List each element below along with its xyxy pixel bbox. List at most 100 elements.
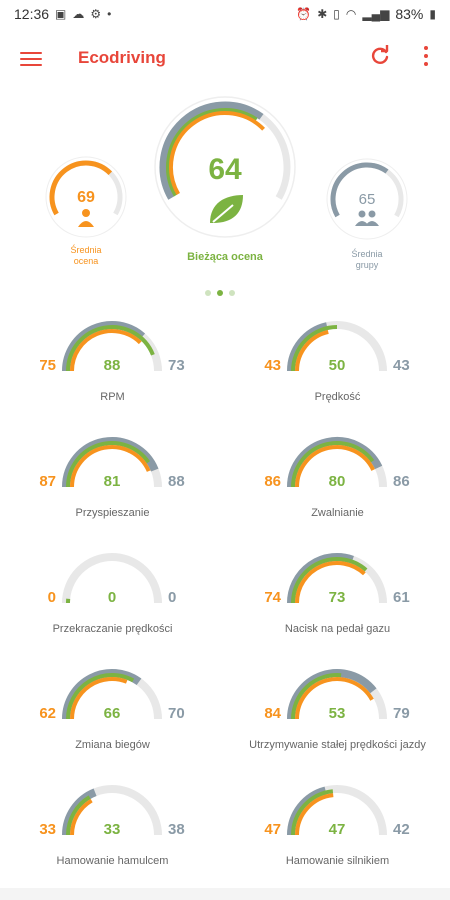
- metric-current-value: 50: [328, 357, 346, 374]
- metric-label: Utrzymywanie stałej prędkości jazdy: [249, 739, 426, 751]
- refresh-button[interactable]: [368, 44, 392, 68]
- alarm-icon: ⏰: [296, 7, 312, 21]
- metric-current-value: 73: [328, 589, 346, 606]
- metric-group-value: 79: [393, 705, 410, 722]
- metric-card[interactable]: 75 88 73 RPM: [0, 315, 225, 431]
- metric-label: Zmiana biegów: [75, 739, 150, 751]
- metric-label: Hamowanie hamulcem: [56, 855, 169, 867]
- metric-gauge: [287, 321, 387, 372]
- metric-card[interactable]: 84 53 79 Utrzymywanie stałej prędkości jazd…: [225, 663, 450, 779]
- gauge-current-arc: [291, 557, 368, 604]
- metric-label: Prędkość: [314, 391, 361, 403]
- current-score-label: Bieżąca ocena: [187, 251, 263, 263]
- battery-percent: 83%: [395, 6, 424, 22]
- gauge-current-arc: [66, 325, 155, 372]
- metric-gauge: [287, 785, 387, 836]
- battery-icon: ▮: [429, 7, 436, 21]
- gauge-track: [62, 553, 162, 604]
- metric-current-value: 88: [103, 357, 121, 374]
- metric-card[interactable]: 62 66 70 Zmiana biegów: [0, 663, 225, 779]
- metric-label: RPM: [100, 391, 125, 403]
- metric-current-value: 47: [328, 821, 346, 838]
- metric-card[interactable]: 47 47 42 Hamowanie silnikiem: [225, 779, 450, 895]
- refresh-icon: [371, 45, 389, 64]
- group-score-label: Średnia grupy: [351, 249, 383, 270]
- gauge-current-arc: [66, 441, 151, 488]
- app-bar: Ecodriving: [0, 36, 450, 80]
- current-score-gauge: 64: [154, 96, 296, 238]
- metric-label: Zwalnianie: [311, 507, 364, 519]
- group-icon: [355, 210, 379, 226]
- metric-card[interactable]: 86 80 86 Zwalnianie: [225, 431, 450, 547]
- metric-gauge: [287, 669, 387, 720]
- notification-dot-icon: •: [107, 7, 112, 21]
- metric-average-value: 75: [39, 357, 56, 374]
- signal-icon: ▂▄▆: [362, 7, 390, 21]
- gauge-average-arc: [70, 798, 93, 836]
- metric-group-value: 61: [393, 589, 410, 606]
- average-score-gauge: 69: [45, 156, 127, 238]
- metric-average-value: 86: [264, 473, 281, 490]
- metric-group-value: 70: [168, 705, 185, 722]
- bluetooth-icon: ✱: [317, 7, 328, 21]
- metric-gauge: [62, 785, 162, 836]
- metric-average-value: 47: [264, 821, 281, 838]
- gauge-current-arc: [291, 441, 375, 488]
- app-title: Ecodriving: [78, 48, 166, 67]
- metric-card[interactable]: 74 73 61 Nacisk na pedał gazu: [225, 547, 450, 663]
- metric-gauge: [287, 553, 387, 604]
- metric-average-value: 62: [39, 705, 56, 722]
- metric-group-value: 86: [393, 473, 410, 490]
- menu-button[interactable]: [20, 48, 42, 66]
- image-icon: ▣: [55, 7, 67, 21]
- metric-current-value: 81: [103, 473, 121, 490]
- gauge-average-arc: [295, 793, 334, 836]
- page-dot-1[interactable]: [205, 290, 211, 296]
- metric-average-value: 43: [264, 357, 281, 374]
- metric-label: Hamowanie silnikiem: [285, 855, 390, 867]
- status-bar: 12:36 ▣ ☁ ⚙ • ⏰ ✱ ▯ ◠ ▂▄▆ 83% ▮: [0, 0, 450, 28]
- metric-card[interactable]: 33 33 38 Hamowanie hamulcem: [0, 779, 225, 895]
- metric-average-value: 87: [39, 473, 56, 490]
- group-score-value: 65: [359, 191, 376, 208]
- metric-label: Przekraczanie prędkości: [52, 623, 173, 635]
- menu-icon: [20, 52, 42, 54]
- page-indicator: [205, 290, 245, 300]
- gauge-average-arc: [70, 329, 142, 372]
- metric-gauge: [62, 669, 162, 720]
- metric-current-value: 0: [107, 589, 117, 606]
- current-score-value: 64: [208, 153, 242, 186]
- more-options-button[interactable]: [418, 46, 434, 70]
- metric-label: Przyspieszanie: [75, 507, 150, 519]
- metric-group-value: 43: [393, 357, 410, 374]
- gauge-current-arc: [291, 325, 338, 372]
- metric-card[interactable]: 43 50 43 Prędkość: [225, 315, 450, 431]
- metric-gauge: [287, 437, 387, 488]
- metric-card[interactable]: 0 0 0 Przekraczanie prędkości: [0, 547, 225, 663]
- cloud-icon: ☁: [72, 7, 85, 21]
- metric-card[interactable]: 87 81 88 Przyspieszanie: [0, 431, 225, 547]
- vibrate-icon: ▯: [333, 7, 340, 21]
- metric-current-value: 80: [328, 473, 346, 490]
- gauge-average-arc: [295, 677, 374, 720]
- gauge-current-arc: [291, 673, 342, 720]
- gauge-current-arc: [291, 789, 334, 836]
- page-dot-3[interactable]: [229, 290, 235, 296]
- gauge-average-arc: [295, 445, 375, 488]
- metric-label: Nacisk na pedał gazu: [284, 623, 391, 635]
- wifi-icon: ◠: [345, 7, 357, 21]
- gauge-current-arc: [66, 795, 91, 836]
- metric-group-value: 42: [393, 821, 410, 838]
- metric-group-value: 38: [168, 821, 185, 838]
- status-time: 12:36: [14, 6, 50, 22]
- metric-group-value: 88: [168, 473, 185, 490]
- metric-group-value: 0: [168, 589, 177, 606]
- page-dot-2[interactable]: [217, 290, 223, 296]
- metric-average-value: 74: [264, 589, 281, 606]
- average-score-label: Średnia ocena: [70, 245, 102, 266]
- person-icon: [78, 209, 94, 227]
- score-carousel[interactable]: 69 Średnia ocena 64 Bieżąca ocena 65: [0, 95, 450, 285]
- metric-average-value: 0: [47, 589, 56, 606]
- group-score-gauge: 65: [326, 158, 408, 240]
- gauge-current-arc: [66, 673, 135, 720]
